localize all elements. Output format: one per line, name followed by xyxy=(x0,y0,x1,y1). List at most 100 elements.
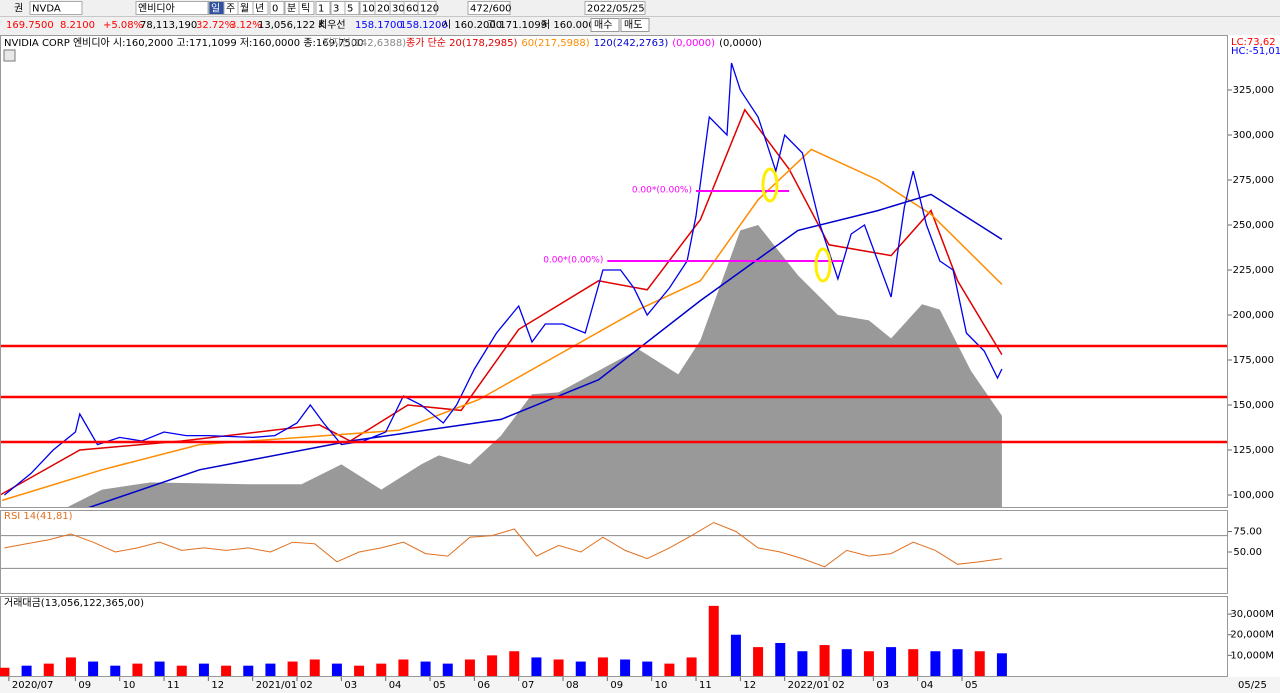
x-tick-label: 12 xyxy=(743,680,756,691)
toolbar-text: 5 xyxy=(347,4,353,15)
x-tick-label: 02 xyxy=(832,680,845,691)
fib-label: 0.00*(0.00%) xyxy=(543,256,603,266)
toolbar-text: 1 xyxy=(318,4,324,15)
quote-text: 32.72% xyxy=(196,20,234,31)
highlight-circle xyxy=(761,167,779,203)
volume-bar xyxy=(354,665,365,676)
volume-bar xyxy=(686,657,697,676)
volume-bar xyxy=(487,655,498,676)
quote-text: 78,113,190 xyxy=(140,20,197,31)
volume-bar xyxy=(132,663,143,676)
volume-bar xyxy=(908,649,919,676)
toolbar-button[interactable] xyxy=(315,1,331,15)
toolbar-button[interactable] xyxy=(29,1,83,15)
toolbar-button[interactable] xyxy=(417,1,437,15)
volume-bar xyxy=(708,605,719,676)
toolbar-text: 472/600 xyxy=(470,4,512,15)
volume-bar xyxy=(442,663,453,676)
volume-bar xyxy=(509,651,520,676)
volume-bar xyxy=(952,649,963,676)
x-tick-label: 2021/01 xyxy=(256,680,298,691)
volume-bar xyxy=(198,663,209,676)
toolbar-text: 3 xyxy=(333,4,339,15)
x-end-label: 05/25 xyxy=(1238,680,1267,691)
volume-bar xyxy=(243,665,254,676)
x-tick-label: 09 xyxy=(610,680,623,691)
toolbar-text: 2022/05/25 xyxy=(587,4,645,15)
volume-bar xyxy=(176,665,187,676)
volume-bar xyxy=(553,659,564,676)
toolbar-button[interactable] xyxy=(467,1,511,15)
order-button[interactable] xyxy=(620,18,650,32)
volume-bar xyxy=(797,651,808,676)
toolbar-text: 권 xyxy=(14,3,23,15)
toolbar-text: 20 xyxy=(377,4,390,15)
toolbar-text: 30 xyxy=(392,4,405,15)
volume-bar xyxy=(930,651,941,676)
x-tick-label: 04 xyxy=(389,680,402,691)
support-label: 지지선(142,6388) xyxy=(323,37,406,49)
toolbar-text: 분 xyxy=(287,3,296,15)
toolbar-text: 틱 xyxy=(301,3,310,15)
y-tick-label: 50.00 xyxy=(1233,547,1262,558)
quote-text: 시 160.2000 xyxy=(442,19,502,31)
quote-text: 158.1200 xyxy=(400,20,448,31)
quote-text: 158.1700 xyxy=(355,20,403,31)
toolbar-text: NVDA xyxy=(32,4,61,15)
x-axis-bg xyxy=(0,677,1280,693)
y-tick-label: 75.00 xyxy=(1233,527,1262,538)
volume-bar xyxy=(841,649,852,676)
volume-bar xyxy=(331,663,342,676)
volume-bar xyxy=(730,634,741,676)
volume-bar xyxy=(21,665,32,676)
x-tick-label: 12 xyxy=(211,680,224,691)
y-tick-label: 275,000 xyxy=(1233,175,1274,186)
x-tick-label: 08 xyxy=(566,680,579,691)
toolbar-button[interactable] xyxy=(298,1,315,15)
x-tick-label: 04 xyxy=(921,680,934,691)
moving-average-line xyxy=(88,193,1003,507)
volume-bar xyxy=(65,657,76,676)
x-tick-label: 10 xyxy=(123,680,136,691)
legend-entry: (0,0000) xyxy=(672,38,715,49)
rsi-title: RSI 14(41,81) xyxy=(4,511,73,522)
toolbar-text: 주 xyxy=(226,4,235,15)
volume-bar xyxy=(753,647,764,676)
toolbar-button[interactable] xyxy=(584,1,646,15)
toolbar-button[interactable] xyxy=(344,1,360,15)
quote-text: 매수 xyxy=(594,19,612,31)
x-tick-label: 11 xyxy=(167,680,180,691)
volume-bar xyxy=(642,661,653,676)
x-tick-label: 02 xyxy=(300,680,313,691)
x-tick-label: 10 xyxy=(655,680,668,691)
quote-text: 매도 xyxy=(624,19,642,31)
toolbar-text: 일 xyxy=(211,3,220,15)
quote-text: 저 160.0000 xyxy=(541,19,601,31)
x-tick-label: 2020/07 xyxy=(12,680,54,691)
toolbar-text: 월 xyxy=(240,3,249,15)
volume-bar xyxy=(575,661,586,676)
y-tick-label: 175,000 xyxy=(1233,355,1274,366)
volume-bar xyxy=(287,661,298,676)
toolbar-button[interactable] xyxy=(252,1,269,15)
toolbar-button[interactable] xyxy=(135,1,209,15)
legend-entry: 60(217,5988) xyxy=(521,38,589,49)
y-tick-label: 250,000 xyxy=(1233,220,1274,231)
hc-label: HC:-51,01 xyxy=(1231,46,1280,57)
panel-icon[interactable] xyxy=(3,49,16,62)
volume-bar xyxy=(265,663,276,676)
order-button[interactable] xyxy=(590,18,620,32)
volume-panel xyxy=(0,596,1228,677)
toolbar-text: 년 xyxy=(255,3,264,15)
volume-bar xyxy=(88,661,99,676)
volume-bar xyxy=(0,667,10,676)
volume-bar xyxy=(398,659,409,676)
toolbar-button[interactable] xyxy=(269,1,285,15)
legend-entry: 120(242,2763) xyxy=(594,38,669,49)
rsi-panel xyxy=(0,510,1228,594)
x-tick-label: 03 xyxy=(344,680,357,691)
y-tick-label: 200,000 xyxy=(1233,310,1274,321)
chart-title: NVIDIA CORP 엔비디아 시:160,2000 고:171,1099 저… xyxy=(4,37,364,49)
volume-bar xyxy=(974,651,985,676)
